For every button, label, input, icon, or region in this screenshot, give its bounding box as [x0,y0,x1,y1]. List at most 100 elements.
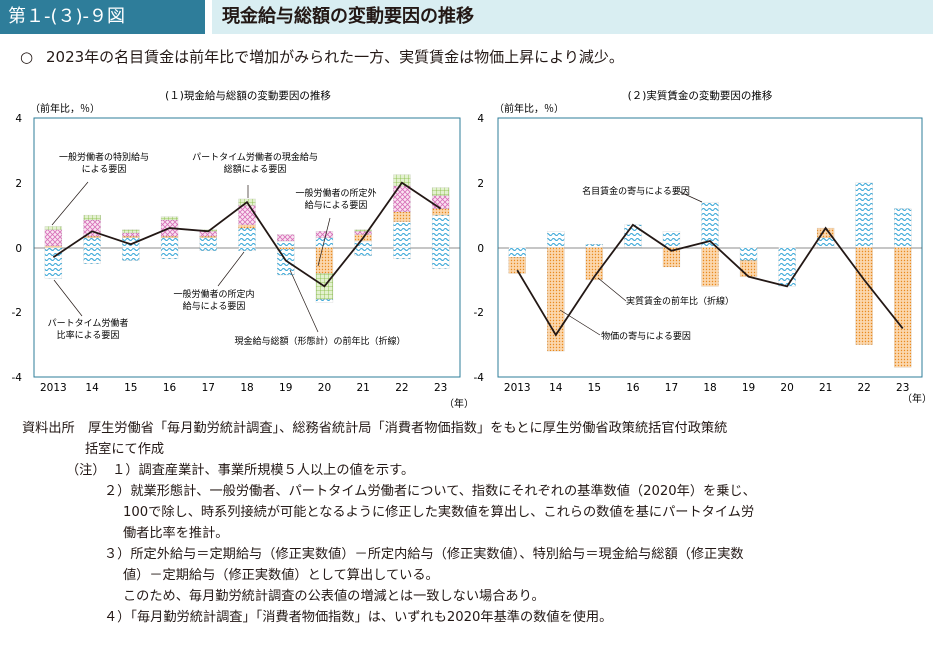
bar-segment [662,231,681,248]
chart-2-ytick: -4 [474,372,485,384]
annotation-part-time-ratio-leader [53,279,83,317]
bar-segment [354,229,372,232]
annotation-real-wage-line-leader [597,277,627,302]
bar-segment [315,247,334,274]
bar-segment [83,214,101,221]
bar-segment [238,247,256,251]
bar-segment [199,247,217,251]
charts-area: (１)現金給与総額の変動要因の推移 （前年比，％） 4 2 0 -2 -4 20… [12,89,932,410]
x-tick-label: 19 [279,382,292,394]
x-tick-label: 21 [819,382,832,394]
chart-1: (１)現金給与総額の変動要因の推移 （前年比，％） 4 2 0 -2 -4 20… [12,89,474,410]
source-row-2: 括室にて作成 [85,442,165,457]
bar-segment [83,237,101,248]
bar-segment [508,257,526,274]
chart-2-ytick: 0 [477,243,484,255]
bar-segment [83,235,101,238]
x-tick-label: 17 [202,382,215,394]
bar-segment [431,247,450,269]
chart-1-xlabel: （年） [444,397,474,410]
bar-segment [431,208,450,216]
notes-section: 資料出所 厚生労働省「毎月勤労統計調査」、総務省統計局「消費者物価指数」をもとに… [22,418,922,628]
annotation-total-pay-line-leader [289,269,319,333]
x-tick-label: 15 [124,382,137,394]
bar-segment [585,247,604,281]
bar-segment [44,226,63,230]
summary-text: 2023年の名目賃金は前年比で増加がみられた一方、実質賃金は物価上昇により減少。 [46,48,624,66]
chart-2-ytick: 4 [477,113,484,125]
annotation-scheduled-pay: 一般労働者の所定内給与による要因 [173,288,254,312]
bar-segment [855,247,873,345]
x-tick-label: 19 [742,382,755,394]
chart-1-annotations: 一般労働者の特別給与による要因 パートタイム労働者の現金給与総額による要因 一般… [48,151,406,347]
annotation-overtime-pay: 一般労働者の所定外給与による要因 [295,187,376,211]
bar-segment [44,247,63,250]
annotation-scheduled-pay-leader [217,251,245,287]
x-tick-label: 14 [549,382,563,394]
bar-segment [238,227,256,248]
chart-1-ylabel: （前年比，％） [30,102,100,115]
bar-segment [277,247,295,250]
bar-segment [393,247,411,260]
note-item: ３）所定外給与＝定期給与（修正実数値）－所定内給与（修正実数値）、特別給与＝現金… [104,547,744,562]
chart-2-ytick: -2 [474,307,484,319]
note-item: １）調査産業計、事業所規模５人以上の値を示す。 [112,463,415,478]
chart-2-xlabel: （年） [902,392,932,405]
annotation-price: 物価の寄与による要因 [601,330,691,342]
annotation-nominal-leader [679,191,703,203]
annotation-special-pay-leader [51,181,89,226]
bar-segment [122,235,140,238]
bar-segment [816,237,835,248]
note-item: このため、毎月勤労統計調査の公表値の増減とは一致しない場合あり。 [123,589,545,604]
bar-segment [894,208,912,248]
chart-1-frame [33,117,461,378]
figure-header: 第１-(３)-９図 現金給与総額の変動要因の推移 [0,0,933,34]
chart-2-ylabel: （前年比，％） [494,102,564,115]
chart-1-x-ticks: 2013 14 15 16 17 18 19 20 21 22 23 [40,382,447,394]
chart-1-title: (１)現金給与総額の変動要因の推移 [165,89,331,102]
bar-segment [238,224,256,229]
chart-2-title: (２)実質賃金の変動要因の推移 [628,89,773,102]
chart-2-y-ticks: 4 2 0 -2 -4 [474,113,485,384]
bar-segment [855,182,873,248]
note-item: ２）就業形態計、一般労働者、パートタイム労働者について、指数にそれぞれの基準数値… [104,484,756,499]
bar-segment [122,229,140,234]
bar-segment [662,247,681,268]
source-label: 資料出所 [22,421,75,436]
bar-segment [315,299,334,303]
annotation-nominal: 名目賃金の寄与による要因 [582,185,690,197]
bar-segment [778,247,796,287]
annotation-real-wage-line: 実質賃金の前年比（折線） [626,295,734,307]
x-tick-label: 22 [857,382,870,394]
bar-segment [160,237,179,248]
bar-segment [393,221,411,248]
bar-segment [315,231,334,238]
x-tick-label: 20 [780,382,793,394]
x-tick-label: 16 [163,382,177,394]
chart-2-line [516,223,904,337]
summary-line: ○ 2023年の名目賃金は前年比で増加がみられた一方、実質賃金は物価上昇により減少… [20,46,624,67]
note-label: （注） [66,463,99,478]
series-line [516,223,904,337]
x-tick-label: 20 [318,382,331,394]
bar-segment [739,260,758,277]
chart-1-y-ticks: 4 2 0 -2 -4 [12,113,23,384]
chart-1-ytick: 4 [15,113,22,125]
bar-segment [122,247,140,261]
bar-segment [431,195,450,209]
chart-1-bars [44,174,450,303]
x-tick-label: 16 [626,382,640,394]
chart-2-frame [497,117,923,378]
annotation-total-pay-line: 現金給与総額（形態計）の前年比（折線） [234,335,405,347]
bar-segment [547,247,565,352]
bar-segment [122,232,140,237]
x-tick-label: 18 [240,382,253,394]
bar-segment [354,231,372,235]
annotation-overtime-pay-leader [317,217,331,267]
annotation-special-pay: 一般労働者の特別給与による要因 [59,151,149,175]
bar-segment [354,247,372,256]
bar-segment [238,205,256,226]
bar-segment [393,211,411,222]
x-tick-label: 21 [356,382,369,394]
chart-2: (２)実質賃金の変動要因の推移 （前年比，％） 4 2 0 -2 -4 2013… [474,89,932,405]
